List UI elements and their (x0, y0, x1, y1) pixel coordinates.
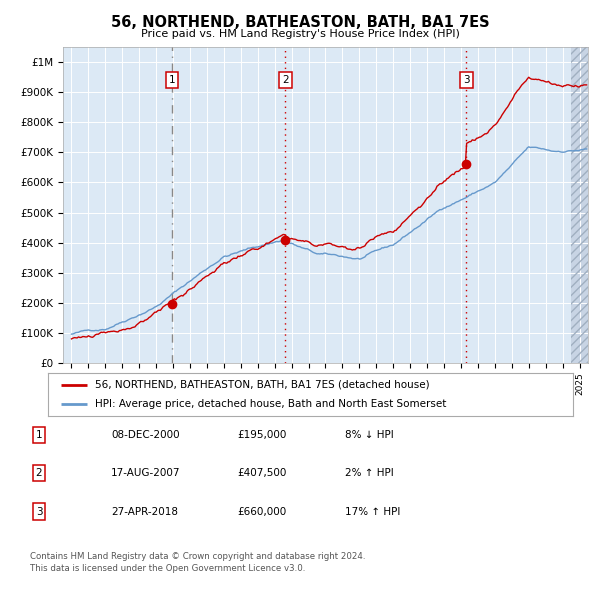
Text: £660,000: £660,000 (237, 507, 286, 516)
Text: 56, NORTHEND, BATHEASTON, BATH, BA1 7ES (detached house): 56, NORTHEND, BATHEASTON, BATH, BA1 7ES … (95, 380, 430, 390)
Text: 1: 1 (35, 430, 43, 440)
Text: 2: 2 (282, 76, 289, 86)
Text: 1: 1 (169, 76, 175, 86)
Text: 17% ↑ HPI: 17% ↑ HPI (345, 507, 400, 516)
Text: 2% ↑ HPI: 2% ↑ HPI (345, 468, 394, 478)
Text: 27-APR-2018: 27-APR-2018 (111, 507, 178, 516)
Bar (571, 47, 588, 363)
Text: Contains HM Land Registry data © Crown copyright and database right 2024.: Contains HM Land Registry data © Crown c… (30, 552, 365, 561)
Text: 17-AUG-2007: 17-AUG-2007 (111, 468, 181, 478)
Text: 3: 3 (463, 76, 470, 86)
Text: 56, NORTHEND, BATHEASTON, BATH, BA1 7ES: 56, NORTHEND, BATHEASTON, BATH, BA1 7ES (110, 15, 490, 30)
Text: 8% ↓ HPI: 8% ↓ HPI (345, 430, 394, 440)
Text: £407,500: £407,500 (237, 468, 286, 478)
Text: Price paid vs. HM Land Registry's House Price Index (HPI): Price paid vs. HM Land Registry's House … (140, 29, 460, 38)
Text: HPI: Average price, detached house, Bath and North East Somerset: HPI: Average price, detached house, Bath… (95, 399, 446, 409)
Bar (571, 47, 588, 363)
Text: 08-DEC-2000: 08-DEC-2000 (111, 430, 179, 440)
Text: This data is licensed under the Open Government Licence v3.0.: This data is licensed under the Open Gov… (30, 563, 305, 573)
Text: 2: 2 (35, 468, 43, 478)
Text: £195,000: £195,000 (237, 430, 286, 440)
Text: 3: 3 (35, 507, 43, 516)
